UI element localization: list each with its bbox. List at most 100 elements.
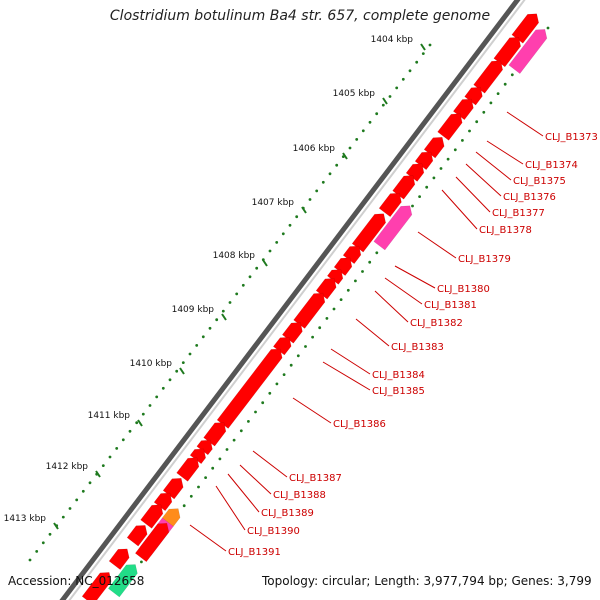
gene-feature [126, 525, 148, 547]
kbp-tick-label: 1408 kbp [213, 251, 256, 261]
inner-dot [425, 185, 429, 189]
gene-leader-line [384, 277, 423, 305]
outer-dot [201, 335, 205, 339]
kbp-tick-label: 1404 kbp [371, 35, 414, 45]
inner-dot [304, 345, 307, 348]
outer-dot [375, 112, 379, 116]
inner-dot [182, 504, 186, 508]
gene-label: CLJ_B1377 [492, 208, 545, 219]
gene-feature [373, 205, 413, 251]
gene-label: CLJ_B1383 [391, 342, 444, 353]
outer-dot [348, 146, 352, 150]
gene-feature [508, 29, 548, 74]
gene-feature [107, 564, 138, 598]
kbp-tick-mark [420, 43, 426, 51]
gene-feature [351, 213, 386, 253]
gene-feature [176, 457, 200, 482]
kbp-tick-mark [382, 97, 388, 105]
gene-feature [293, 292, 326, 329]
gene-leader-line [355, 318, 390, 347]
inner-dot [311, 335, 314, 339]
outer-dot [141, 412, 145, 416]
outer-dot [235, 292, 239, 296]
outer-dot [88, 481, 92, 485]
topology-text: Topology: circular; Length: 3,977,794 bp… [262, 574, 592, 588]
feature-track [81, 13, 548, 600]
outer-dot [241, 283, 245, 287]
outer-dot [121, 438, 125, 442]
outer-dot [35, 550, 39, 553]
outer-dot [101, 464, 105, 467]
inner-dot [453, 148, 457, 152]
outer-dot [48, 532, 52, 536]
outer-dot [195, 344, 199, 347]
gene-leader-line [394, 265, 436, 289]
outer-tick-ring [28, 43, 432, 562]
outer-dot [208, 326, 212, 330]
inner-dot [446, 157, 450, 161]
kbp-tick-label: 1410 kbp [130, 359, 173, 369]
inner-dot [503, 82, 507, 86]
gene-leader-line [374, 290, 409, 323]
gene-label: CLJ_B1388 [273, 490, 326, 501]
outer-dot [268, 249, 272, 253]
kbp-tick-mark [301, 206, 307, 214]
gene-label: CLJ_B1389 [261, 508, 314, 519]
outer-dot [355, 138, 359, 141]
outer-dot [161, 386, 165, 390]
kbp-tick-label: 1413 kbp [4, 514, 47, 524]
inner-dot [332, 307, 336, 311]
inner-dot [339, 298, 343, 301]
outer-dot [335, 163, 339, 167]
outer-dot [128, 429, 132, 433]
gene-leader-line [475, 151, 512, 181]
gene-label: CLJ_B1376 [503, 192, 556, 203]
inner-dot [261, 401, 265, 405]
outer-dot [368, 120, 372, 124]
gene-feature [196, 439, 213, 456]
gene-label: CLJ_B1384 [372, 370, 425, 381]
gene-label: CLJ_B1378 [479, 225, 532, 236]
inner-dot [489, 101, 493, 105]
gene-label: CLJ_B1385 [372, 386, 425, 397]
inner-dot [282, 373, 286, 376]
kbp-tick-labels: 1404 kbp 1405 kbp 1406 kbp 1407 kbp 1408 kbp… [4, 35, 426, 530]
gene-label: CLJ_B1386 [333, 419, 386, 430]
gene-feature [189, 448, 206, 465]
inner-dot [411, 204, 414, 208]
inner-dot [197, 485, 200, 489]
gene-leader-line [506, 111, 544, 137]
gene-leader-line [455, 176, 491, 213]
kbp-tick-mark [95, 470, 101, 478]
gene-leader-line [227, 473, 260, 513]
outer-dot [215, 318, 219, 322]
genome-backbone [59, 0, 526, 600]
inner-dot [140, 560, 143, 564]
inner-dot [204, 476, 208, 479]
inner-dot [268, 391, 272, 395]
gene-label: CLJ_B1379 [458, 254, 511, 265]
gene-leader-line [322, 361, 371, 391]
gene-leader-line [239, 464, 272, 495]
inner-dot [218, 457, 222, 461]
map-title: Clostridium botulinum Ba4 str. 657, comp… [109, 8, 491, 24]
gene-label: CLJ_B1390 [247, 526, 300, 537]
outer-dot [361, 129, 365, 133]
gene-feature [81, 572, 112, 600]
inner-dot [361, 270, 364, 273]
outer-dot [401, 77, 405, 81]
inner-dot [418, 195, 421, 199]
inner-dot [510, 73, 514, 77]
inner-dot [475, 120, 479, 124]
outer-dot [181, 361, 185, 364]
kbp-tick-mark [137, 419, 143, 427]
accession-text: Accession: NC_012658 [8, 574, 145, 588]
inner-dot [225, 448, 229, 451]
outer-dot [395, 86, 399, 90]
inner-dot [189, 494, 193, 498]
outer-dot [295, 215, 299, 219]
kbp-tick-label: 1409 kbp [172, 305, 215, 315]
gene-label: CLJ_B1375 [513, 176, 566, 187]
gene-leader-line [292, 397, 332, 424]
gene-labels: CLJ_B1373 CLJ_B1374 CLJ_B1375 CLJ_B1376 CLJ_… [189, 111, 598, 558]
